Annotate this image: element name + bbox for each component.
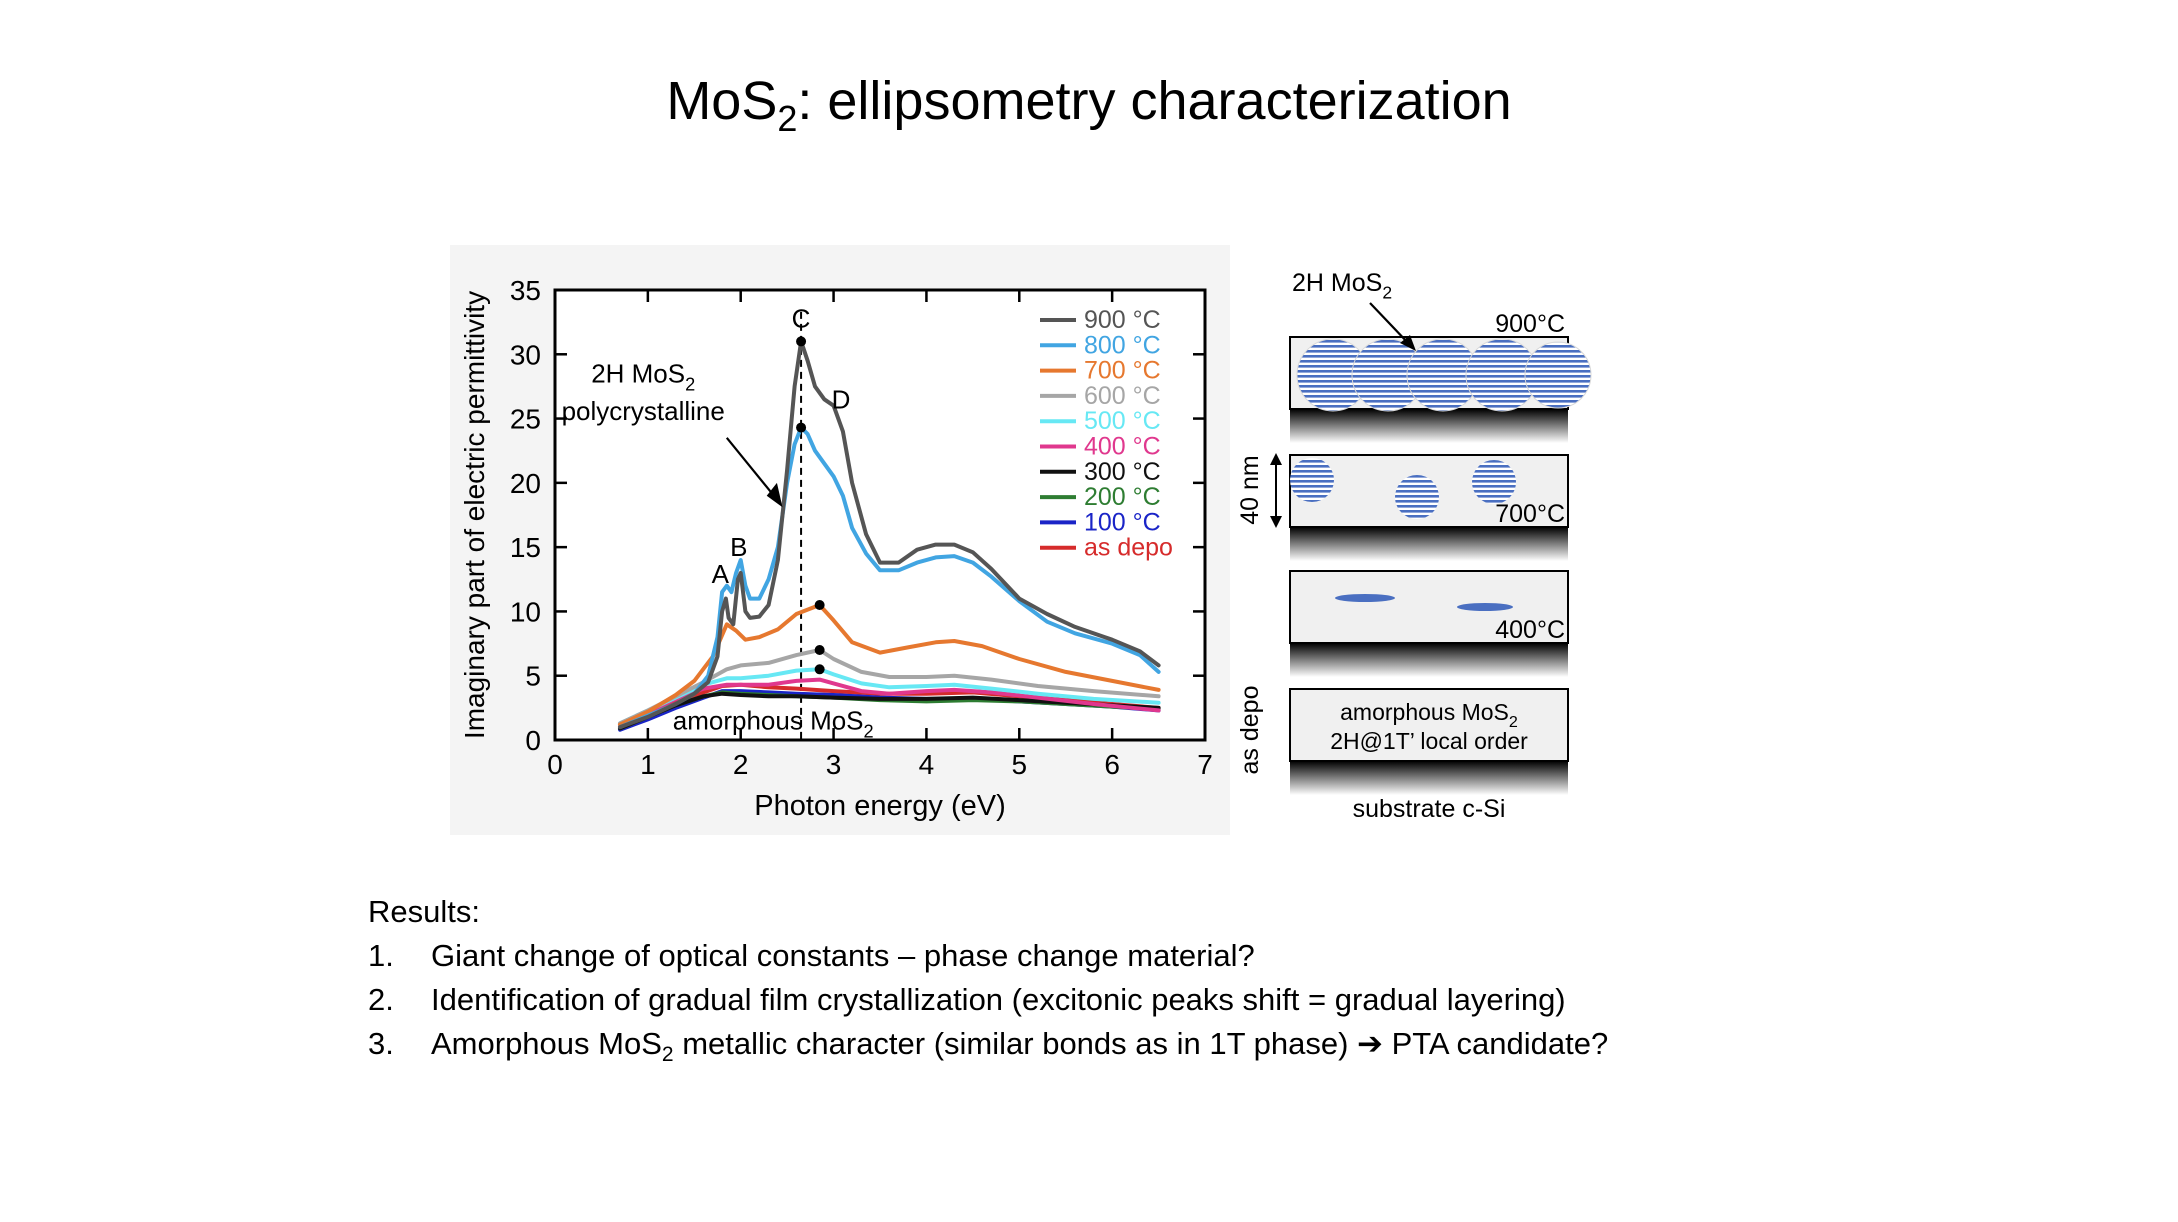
crystal-grain — [1395, 475, 1439, 519]
result-text: Identification of gradual film crystalli… — [431, 982, 1566, 1017]
substrate-block — [1290, 761, 1568, 795]
crystallization-diagram: 2H MoS2 900°C 700°C 400°C amorphous MoS22H@1… — [1240, 269, 1592, 823]
result-number: 3. — [368, 1026, 394, 1061]
plot-frame — [553, 288, 1207, 742]
legend-label: 300 °C — [1084, 458, 1161, 486]
x-tick-label: 4 — [919, 749, 935, 780]
peak-label-d: D — [832, 384, 851, 414]
results-list: 1. Giant change of optical constants – ph… — [368, 934, 1608, 1077]
amorphous-layer-line2: 2H@1T’ local order — [1330, 728, 1528, 754]
peak-marker — [814, 645, 825, 655]
result-text: Giant change of optical constants – phas… — [431, 938, 1255, 973]
crystal-nucleus — [1335, 594, 1395, 602]
x-tick-label: 3 — [826, 749, 842, 780]
result-item: 1. Giant change of optical constants – ph… — [368, 934, 1608, 978]
peak-marker — [796, 336, 807, 347]
temperature-label: 400°C — [1495, 616, 1565, 644]
film-layer — [1289, 688, 1569, 762]
substrate-block — [1290, 409, 1568, 443]
legend-label: 500 °C — [1084, 407, 1161, 435]
crystal-nucleus — [1457, 603, 1513, 611]
peak-label-a: A — [712, 559, 730, 589]
grain-arrow-head — [1400, 335, 1416, 351]
y-tick-label: 5 — [525, 661, 541, 692]
film-layer — [1289, 570, 1569, 644]
peak-label-c: C — [792, 303, 811, 333]
as-depo-side-label: as depo — [1240, 686, 1264, 775]
legend-label: 100 °C — [1084, 508, 1161, 536]
y-tick-label: 20 — [510, 468, 541, 499]
crystal-grain — [1472, 460, 1516, 504]
peak-label-b: B — [730, 532, 747, 562]
result-item: 3. Amorphous MoS2 metallic character (sim… — [368, 1022, 1608, 1077]
crystal-grain — [1524, 341, 1592, 409]
crystal-annotation-line2: polycrystalline — [562, 396, 725, 426]
thickness-label: 40 nm — [1240, 455, 1264, 524]
legend-label: 200 °C — [1084, 483, 1161, 511]
y-tick-label: 35 — [510, 275, 541, 306]
top-grain-label: 2H MoS2 — [1292, 269, 1392, 303]
results-section: Results: 1. Giant change of optical const… — [368, 890, 1608, 1077]
y-tick-label: 25 — [510, 404, 541, 435]
substrate-block — [1290, 643, 1568, 677]
y-tick-label: 0 — [525, 725, 541, 756]
legend-label: 400 °C — [1084, 433, 1161, 461]
result-text: Amorphous MoS2 metallic character (simil… — [431, 1026, 1609, 1067]
temperature-label: 900°C — [1495, 310, 1565, 338]
legend-label: as depo — [1084, 534, 1173, 562]
legend-label: 700 °C — [1084, 357, 1161, 385]
substrate-label: substrate c-Si — [1353, 795, 1506, 823]
amorphous-annotation: amorphous MoS2 — [673, 706, 874, 742]
legend-label: 900 °C — [1084, 306, 1161, 334]
legend-label: 600 °C — [1084, 382, 1161, 410]
series-line — [618, 425, 1161, 730]
grain-arrow-line — [1369, 302, 1411, 346]
peak-marker — [814, 600, 825, 610]
x-tick-label: 0 — [547, 749, 563, 780]
result-number: 2. — [368, 982, 394, 1017]
result-item: 2. Identification of gradual film crystal… — [368, 978, 1608, 1022]
y-tick-label: 10 — [510, 596, 541, 627]
crystal-arrow-head — [766, 482, 783, 508]
y-axis-label: Imaginary part of electric permittivity — [459, 291, 490, 739]
substrate-block — [1290, 527, 1568, 561]
x-tick-label: 6 — [1104, 749, 1120, 780]
amorphous-layer-line1: amorphous MoS2 — [1340, 699, 1518, 731]
series-line — [618, 339, 1161, 730]
x-tick-label: 1 — [640, 749, 656, 780]
series-line — [618, 691, 1161, 731]
peak-marker — [796, 422, 807, 433]
thickness-arrow-head-top — [1270, 453, 1282, 465]
results-heading: Results: — [368, 894, 480, 929]
thickness-arrow-head-bottom — [1270, 516, 1282, 528]
slide-title: MoS2: ellipsometry characterization — [666, 71, 1512, 139]
crystal-arrow-line — [725, 437, 777, 499]
arrow-icon: ➔ — [1357, 1026, 1383, 1061]
x-axis-label: Photon energy (eV) — [754, 790, 1005, 822]
crystal-grain — [1290, 458, 1334, 502]
y-tick-label: 15 — [510, 532, 541, 563]
permittivity-chart: 0 1 2 3 4 5 6 7 0 5 10 15 20 25 30 35 Photon energy (eV)… — [450, 245, 1230, 835]
x-tick-label: 2 — [733, 749, 749, 780]
temperature-label: 700°C — [1495, 500, 1565, 528]
crystal-annotation-line1: 2H MoS2 — [591, 359, 695, 395]
y-tick-label: 30 — [510, 339, 541, 370]
x-tick-label: 5 — [1011, 749, 1027, 780]
x-tick-label: 7 — [1197, 749, 1213, 780]
peak-marker — [814, 664, 825, 675]
result-number: 1. — [368, 938, 394, 973]
legend-label: 800 °C — [1084, 331, 1161, 359]
